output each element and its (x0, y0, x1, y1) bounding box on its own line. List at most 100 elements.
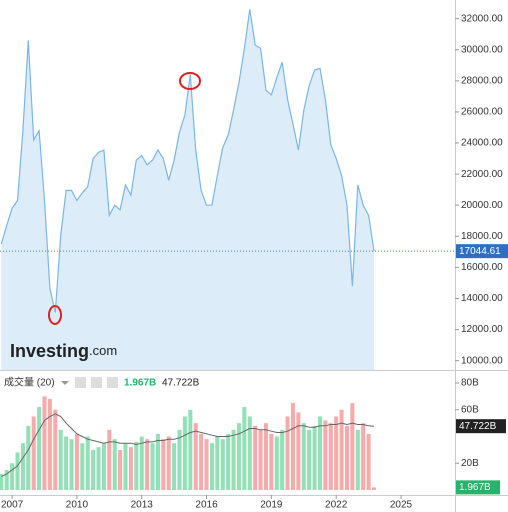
volume-bar (274, 436, 279, 490)
volume-bar (285, 416, 290, 490)
volume-bar (366, 433, 371, 490)
y-tick-label: 22000.00 (461, 169, 503, 180)
y-tick-label: 16000.00 (461, 262, 503, 273)
y-tick-label: 14000.00 (461, 293, 503, 304)
legend-icon[interactable] (107, 377, 118, 388)
volume-bar (85, 436, 90, 490)
y2-tick-label: 20B (461, 458, 479, 469)
volume-bar (134, 441, 139, 490)
volume-bar (317, 416, 322, 490)
volume-bar (91, 449, 96, 490)
dropdown-caret[interactable] (61, 381, 69, 385)
volume-bar (188, 409, 193, 490)
volume-last-box (456, 480, 500, 495)
y-tick-label: 20000.00 (461, 200, 503, 211)
ma-last-box (456, 419, 506, 434)
volume-bar (247, 416, 252, 490)
volume-bar (26, 425, 31, 490)
volume-bar (231, 429, 236, 490)
volume-bar (47, 399, 52, 490)
volume-bar (312, 425, 317, 490)
x-tick-label: 2007 (1, 500, 24, 511)
volume-bar (296, 412, 301, 490)
volume-bar (96, 447, 101, 490)
volume-bar (58, 429, 63, 490)
volume-bar (350, 403, 355, 490)
y2-tick-label: 80B (461, 378, 479, 389)
x-tick-label: 2010 (66, 500, 89, 511)
volume-bar (123, 443, 128, 490)
volume-bar (42, 396, 47, 490)
y-tick-label: 28000.00 (461, 75, 503, 86)
area (1, 9, 375, 371)
volume-bar (220, 439, 225, 490)
y-tick-label: 18000.00 (461, 231, 503, 242)
volume-legend-value: 1.967B (124, 378, 156, 389)
volume-bar (209, 443, 214, 490)
x-tick-label: 2025 (390, 500, 413, 511)
volume-bar (172, 443, 177, 490)
volume-bar (74, 433, 79, 490)
volume-bar (101, 443, 106, 490)
volume-bar (226, 433, 231, 490)
y-tick-label: 26000.00 (461, 107, 503, 118)
volume-bar (161, 439, 166, 490)
volume-bar (64, 436, 69, 490)
x-tick-label: 2016 (195, 500, 218, 511)
volume-bar (10, 463, 15, 490)
ma-line (1, 413, 375, 478)
x-tick-label: 2022 (325, 500, 348, 511)
x-tick-label: 2019 (260, 500, 283, 511)
plot (0, 9, 377, 490)
volume-bar (107, 429, 112, 490)
volume-bar (182, 416, 187, 490)
volume-bar (334, 416, 339, 490)
volume-bar (290, 403, 295, 490)
volume-bar (193, 423, 198, 490)
highlight-circle (48, 305, 62, 325)
legend-icon[interactable] (75, 377, 86, 388)
volume-bar (253, 425, 258, 490)
ma-legend-value: 47.722B (162, 378, 200, 389)
highlight-circle (179, 72, 201, 90)
volume-bar (4, 469, 9, 490)
brand-name: Investing (10, 341, 89, 361)
volume-bar (258, 429, 263, 490)
volume-bar (371, 487, 377, 490)
y-tick-label: 10000.00 (461, 355, 503, 366)
volume-bar (128, 447, 133, 490)
y-tick-label: 30000.00 (461, 44, 503, 55)
volume-bar (307, 429, 312, 490)
volume-bar (118, 449, 123, 490)
price-line (0, 9, 375, 313)
volume-bar (199, 433, 204, 490)
volume-bar (155, 433, 160, 490)
volume-bar (112, 439, 117, 490)
volume-bar (37, 407, 42, 490)
x-tick-label: 2013 (131, 500, 154, 511)
volume-bar (280, 429, 285, 490)
last-price-label: 17044.61 (459, 246, 501, 257)
volume-bar (344, 425, 350, 490)
volume-bar (31, 416, 36, 490)
y2-tick-label: 60B (461, 404, 479, 415)
y-tick-label: 12000.00 (461, 324, 503, 335)
volume-bar (53, 409, 58, 490)
volume-bar (269, 433, 274, 490)
volume-bar (177, 429, 182, 490)
volume-bar (263, 423, 268, 490)
volume-bar (80, 443, 85, 490)
volume-bar (339, 409, 344, 490)
y-tick-label: 32000.00 (461, 13, 503, 24)
volume-bar (139, 436, 144, 490)
volume-bar (145, 439, 150, 490)
volume-bar (69, 439, 74, 490)
volume-bar (150, 443, 155, 490)
volume-last-label: 1.967B (459, 482, 491, 493)
volume-legend: 成交量 (20) (4, 376, 55, 389)
volume-bar (361, 423, 366, 490)
volume-bar (204, 439, 209, 490)
legend-icon[interactable] (91, 377, 102, 388)
volume-bar (301, 423, 306, 490)
